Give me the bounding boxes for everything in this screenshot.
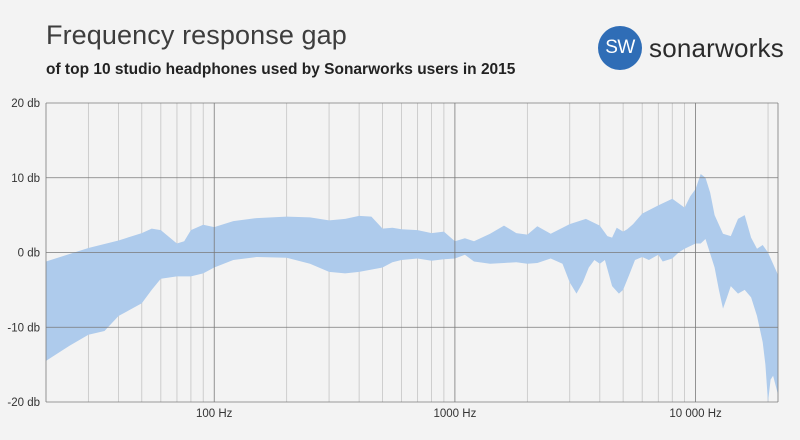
- y-tick-label: -10 db: [7, 322, 40, 334]
- y-tick-label: 20 db: [11, 98, 40, 110]
- x-tick-label: 1000 Hz: [433, 408, 476, 420]
- response-gap-area: [46, 174, 778, 402]
- y-tick-label: -20 db: [7, 397, 40, 409]
- y-tick-label: 0 db: [18, 248, 40, 260]
- x-tick-label: 10 000 Hz: [669, 408, 722, 420]
- grid-major-lines: [46, 102, 778, 403]
- logo-badge: SW: [598, 26, 642, 70]
- x-axis-labels: 100 Hz 1000 Hz 10 000 Hz: [196, 408, 722, 420]
- plot-frame: [45, 103, 779, 402]
- sonarworks-logo: SW sonarworks: [598, 26, 784, 70]
- logo-wordmark: sonarworks: [649, 32, 784, 63]
- y-tick-label: 10 db: [11, 173, 40, 185]
- y-axis-labels: 20 db 10 db 0 db -10 db -20 db: [7, 98, 40, 409]
- chart-title: Frequency response gap: [46, 20, 347, 50]
- chart-subtitle: of top 10 studio headphones used by Sona…: [46, 61, 516, 78]
- x-tick-label: 100 Hz: [196, 408, 233, 420]
